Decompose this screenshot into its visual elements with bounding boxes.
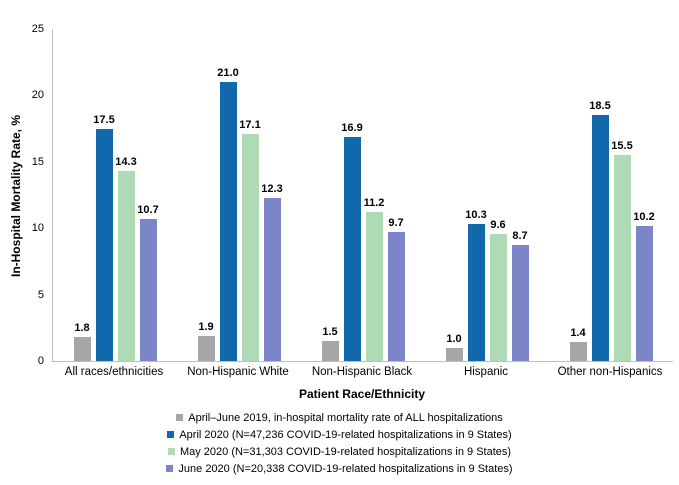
bar-cell: 14.3 [115,29,137,361]
bar [241,133,259,361]
bar-cell: 10.2 [633,29,655,361]
legend-label: May 2020 (N=31,303 COVID-19-related hosp… [179,445,512,458]
bar-value-label: 1.0 [446,332,462,345]
y-tick-label: 10 [31,222,44,235]
plot-area: 1.8 17.5 14.3 10.7 1.9 21.0 17.1 12.3 1.5 16.9 11.… [52,29,673,362]
x-axis-category-labels: All races/ethnicities Non-Hispanic White N… [52,366,672,378]
bar-value-label: 8.7 [512,230,528,243]
bar [635,225,653,361]
legend-item: June 2020 (N=20,338 COVID-19-related hos… [166,460,513,477]
bar [219,82,237,361]
bar [365,212,383,361]
bar-value-label: 14.3 [115,156,137,169]
bar-value-label: 1.4 [570,327,586,340]
bar-value-label: 11.2 [363,197,385,210]
bar-cell: 15.5 [611,29,633,361]
bar-value-label: 10.2 [633,210,655,223]
bar [569,342,587,361]
legend-item: April 2020 (N=47,236 COVID-19-related ho… [167,426,512,443]
y-axis-title: In-Hospital Mortality Rate, % [9,114,23,278]
bar-cell: 1.5 [321,29,339,361]
x-category-label: Non-Hispanic White [187,366,289,378]
bar [321,341,339,361]
bar [613,155,631,361]
bar-value-label: 9.7 [388,217,404,230]
bar-cell: 11.2 [363,29,385,361]
y-tick-label: 15 [31,155,44,168]
bar-group: 1.4 18.5 15.5 10.2 [549,29,673,361]
x-axis-title: Patient Race/Ethnicity [298,387,426,401]
bar-cell: 21.0 [217,29,239,361]
bar-cell: 16.9 [341,29,363,361]
legend-item: April–June 2019, in-hospital mortality r… [176,409,503,426]
bar-value-label: 1.5 [322,326,338,339]
bar-value-label: 17.1 [239,118,261,131]
bar-value-label: 15.5 [611,140,633,153]
legend: April–June 2019, in-hospital mortality r… [0,409,679,477]
bar-cell: 17.1 [239,29,261,361]
legend-label: June 2020 (N=20,338 COVID-19-related hos… [178,462,513,475]
bar-cell: 9.7 [387,29,405,361]
bar-value-label: 9.6 [490,218,506,231]
bar-cell: 1.0 [445,29,463,361]
bar [591,115,609,361]
bar [343,136,361,361]
bar-cell: 8.7 [511,29,529,361]
legend-label: April 2020 (N=47,236 COVID-19-related ho… [179,428,512,441]
y-tick-label: 0 [37,355,44,367]
bar-cell: 10.3 [465,29,487,361]
bar-cell: 17.5 [93,29,115,361]
bar-cell: 18.5 [589,29,611,361]
bar-cell: 10.7 [137,29,159,361]
legend-item: May 2020 (N=31,303 COVID-19-related hosp… [167,443,512,460]
bar [95,128,113,361]
bar-cell: 12.3 [261,29,283,361]
bar-group: 1.9 21.0 17.1 12.3 [177,29,301,361]
bar-cell: 1.8 [73,29,91,361]
bar [73,337,91,361]
bar-value-label: 16.9 [341,121,363,134]
bar-cell: 1.4 [569,29,587,361]
bar-group: 1.5 16.9 11.2 9.7 [301,29,425,361]
bar-value-label: 12.3 [261,182,283,195]
y-tick-label: 25 [31,23,44,35]
y-tick-label: 5 [37,288,44,301]
x-category-label: All races/ethnicities [64,366,164,378]
legend-marker-icon [176,414,184,421]
bar-value-label: 17.5 [93,113,115,126]
bar [197,335,215,361]
legend-marker-icon [167,448,175,455]
bar [117,171,135,361]
bar [387,232,405,361]
bar-group: 1.0 10.3 9.6 8.7 [425,29,549,361]
y-tick-label: 20 [31,89,44,102]
bar [489,233,507,361]
bar [139,218,157,361]
bar-value-label: 1.9 [198,320,214,333]
bar [467,224,485,361]
x-category-label: Non-Hispanic Black [311,366,413,378]
bar-cell: 1.9 [197,29,215,361]
bar [263,197,281,361]
legend-label: April–June 2019, in-hospital mortality r… [188,411,503,424]
bar-cell: 9.6 [489,29,507,361]
legend-marker-icon [167,431,175,438]
bar-value-label: 1.8 [74,322,90,335]
bar [445,347,463,361]
x-category-label: Other non-Hispanics [557,366,663,378]
legend-marker-icon [166,465,174,472]
bar-value-label: 21.0 [217,67,239,80]
bar-value-label: 10.7 [137,203,159,216]
bar-value-label: 18.5 [589,100,611,113]
bar-value-label: 10.3 [465,209,487,222]
bar-group: 1.8 17.5 14.3 10.7 [53,29,177,361]
x-category-label: Hispanic [463,366,509,378]
bar [511,245,529,361]
